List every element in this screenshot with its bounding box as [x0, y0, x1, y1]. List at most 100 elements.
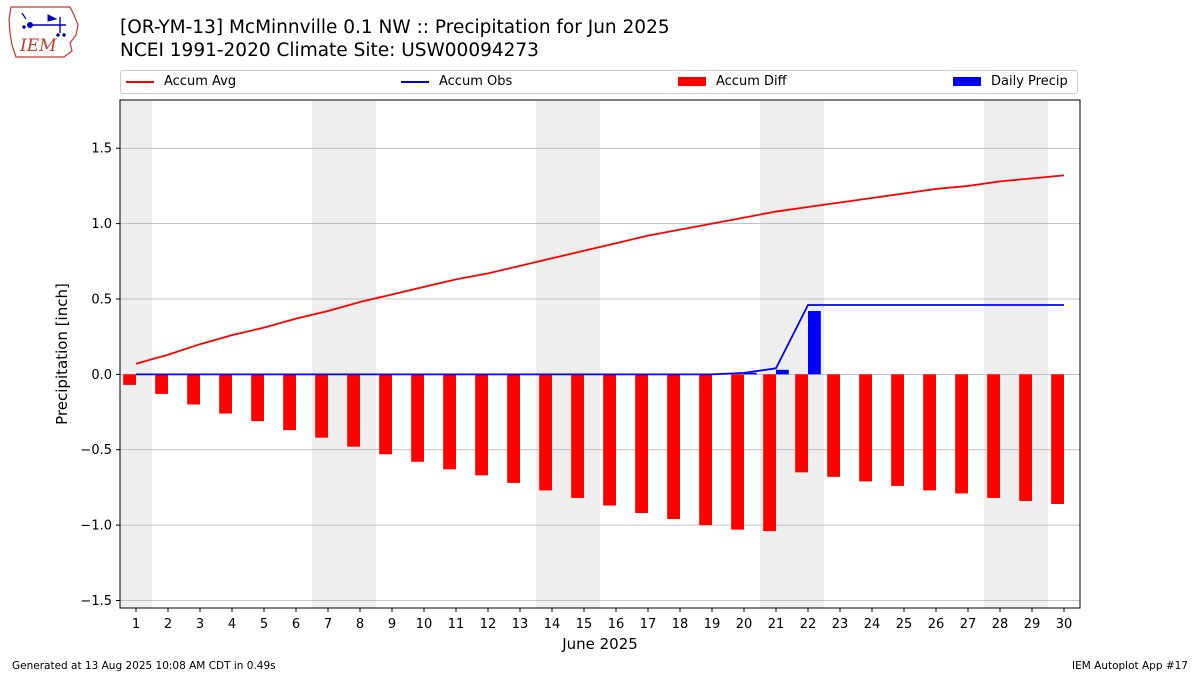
- y-tick-label-4: 0.5: [91, 292, 112, 307]
- legend-label-accum-obs: Accum Obs: [439, 74, 513, 89]
- y-axis-ticks: −1.5 −1.0 −0.5 0.0 0.5 1.0 1.5: [80, 142, 120, 609]
- daily-precip-bar-20: [744, 372, 757, 375]
- legend-swatch-accum-obs: [401, 80, 429, 83]
- legend-swatch-daily-precip: [953, 77, 981, 86]
- accum-diff-bar-24: [859, 374, 872, 482]
- x-tick-label-17: 17: [640, 617, 657, 632]
- x-tick-label-2: 2: [164, 617, 172, 632]
- iowa-outline-icon: [8, 6, 79, 58]
- accum-diff-bar-19: [699, 374, 712, 526]
- weather-station-icon: [21, 12, 66, 37]
- x-tick-label-3: 3: [196, 617, 204, 632]
- y-tick-label-6: 1.5: [91, 142, 112, 157]
- x-tick-label-5: 5: [260, 617, 268, 632]
- x-axis-ticks: 1 2 3 4 5 6 7 8 9 10 11 12 13 14 15 16 17 18 19 20 21 22 23 24 2…: [132, 608, 1072, 632]
- weekend-band-day-8: [344, 100, 376, 608]
- accum-diff-bar-8: [347, 374, 360, 447]
- x-tick-label-10: 10: [416, 617, 433, 632]
- footer-app: IEM Autoplot App #17: [1072, 660, 1188, 672]
- legend-label-accum-diff: Accum Diff: [716, 74, 787, 89]
- weekend-band-day-14: [536, 100, 568, 608]
- accum-diff-bar-13: [507, 374, 520, 483]
- weekend-band-day-1: [120, 100, 152, 608]
- weekend-band-day-21: [760, 100, 792, 608]
- weekend-band-day-28: [984, 100, 1016, 608]
- x-tick-label-27: 27: [960, 617, 977, 632]
- accum-diff-bar-4: [219, 374, 232, 414]
- x-tick-label-20: 20: [736, 617, 753, 632]
- accum-diff-bar-29: [1019, 374, 1032, 501]
- legend-label-daily-precip: Daily Precip: [991, 74, 1068, 89]
- x-tick-label-26: 26: [928, 617, 945, 632]
- legend: Accum Avg Accum Obs Accum Diff Daily Pre…: [120, 70, 1078, 94]
- y-tick-label-2: −0.5: [80, 443, 112, 458]
- weekend-band-day-15: [568, 100, 600, 608]
- x-tick-label-14: 14: [544, 617, 561, 632]
- x-tick-label-8: 8: [356, 617, 364, 632]
- accum-diff-bar-25: [891, 374, 904, 486]
- accum-diff-bar-30: [1051, 374, 1064, 504]
- daily-precip-bars: [744, 311, 821, 375]
- accum-diff-bar-27: [955, 374, 968, 494]
- legend-swatch-accum-diff: [678, 77, 706, 86]
- x-tick-label-6: 6: [292, 617, 300, 632]
- x-tick-label-18: 18: [672, 617, 689, 632]
- x-axis-label: June 2025: [561, 635, 638, 653]
- x-tick-label-13: 13: [512, 617, 529, 632]
- logo-text: IEM: [19, 36, 57, 56]
- x-tick-label-29: 29: [1024, 617, 1041, 632]
- chart-title: [OR-YM-13] McMinnville 0.1 NW :: Precipi…: [120, 17, 670, 38]
- x-tick-label-4: 4: [228, 617, 236, 632]
- x-tick-label-25: 25: [896, 617, 913, 632]
- y-tick-label-0: −1.5: [80, 594, 112, 609]
- accum-diff-bar-5: [251, 374, 264, 422]
- accum-diff-bar-2: [155, 374, 168, 394]
- accum-diff-bar-6: [283, 374, 296, 431]
- plot-frame: [119, 99, 1081, 609]
- accum-diff-bar-3: [187, 374, 200, 405]
- y-tick-label-1: −1.0: [80, 519, 112, 534]
- series-lines: [135, 174, 1065, 376]
- daily-precip-bar-22: [808, 311, 821, 375]
- x-tick-label-24: 24: [864, 617, 881, 632]
- legend-item-accum-obs: Accum Obs: [401, 74, 512, 89]
- accum-avg-line: [135, 174, 1065, 365]
- accum-diff-bar-15: [571, 374, 584, 498]
- iem-logo: IEM: [8, 6, 79, 58]
- accum-diff-bars: [123, 374, 1064, 532]
- accum-diff-bar-14: [539, 374, 552, 491]
- accum-diff-bar-28: [987, 374, 1000, 498]
- y-tick-label-5: 1.0: [91, 217, 112, 232]
- x-tick-label-7: 7: [324, 617, 332, 632]
- accum-obs-line: [136, 304, 1064, 376]
- x-tick-label-1: 1: [132, 617, 140, 632]
- x-tick-label-9: 9: [388, 617, 396, 632]
- legend-item-accum-diff: Accum Diff: [678, 74, 787, 89]
- legend-item-accum-avg: Accum Avg: [126, 74, 236, 89]
- accum-diff-bar-21: [763, 374, 776, 532]
- accum-diff-bar-22: [795, 374, 808, 473]
- accum-diff-bar-20: [731, 374, 744, 530]
- accum-diff-bar-7: [315, 374, 328, 438]
- legend-swatch-accum-avg: [126, 80, 154, 83]
- accum-diff-bar-9: [379, 374, 392, 455]
- legend-item-daily-precip: Daily Precip: [953, 74, 1068, 89]
- daily-precip-bar-21: [776, 369, 789, 375]
- x-tick-label-30: 30: [1056, 617, 1073, 632]
- y-axis-label: Precipitation [inch]: [53, 283, 71, 425]
- x-tick-label-15: 15: [576, 617, 593, 632]
- weekend-band-day-7: [312, 100, 344, 608]
- accum-diff-bar-1: [123, 374, 136, 385]
- accum-diff-bar-26: [923, 374, 936, 491]
- x-tick-label-12: 12: [480, 617, 497, 632]
- x-tick-label-11: 11: [448, 617, 465, 632]
- y-tick-label-3: 0.0: [91, 368, 112, 383]
- x-tick-label-23: 23: [832, 617, 849, 632]
- weekend-band-day-29: [1016, 100, 1048, 608]
- x-tick-label-22: 22: [800, 617, 817, 632]
- accum-diff-bar-23: [827, 374, 840, 477]
- accum-diff-bar-16: [603, 374, 616, 506]
- chart-subtitle: NCEI 1991-2020 Climate Site: USW00094273: [120, 40, 539, 61]
- accum-diff-bar-12: [475, 374, 488, 476]
